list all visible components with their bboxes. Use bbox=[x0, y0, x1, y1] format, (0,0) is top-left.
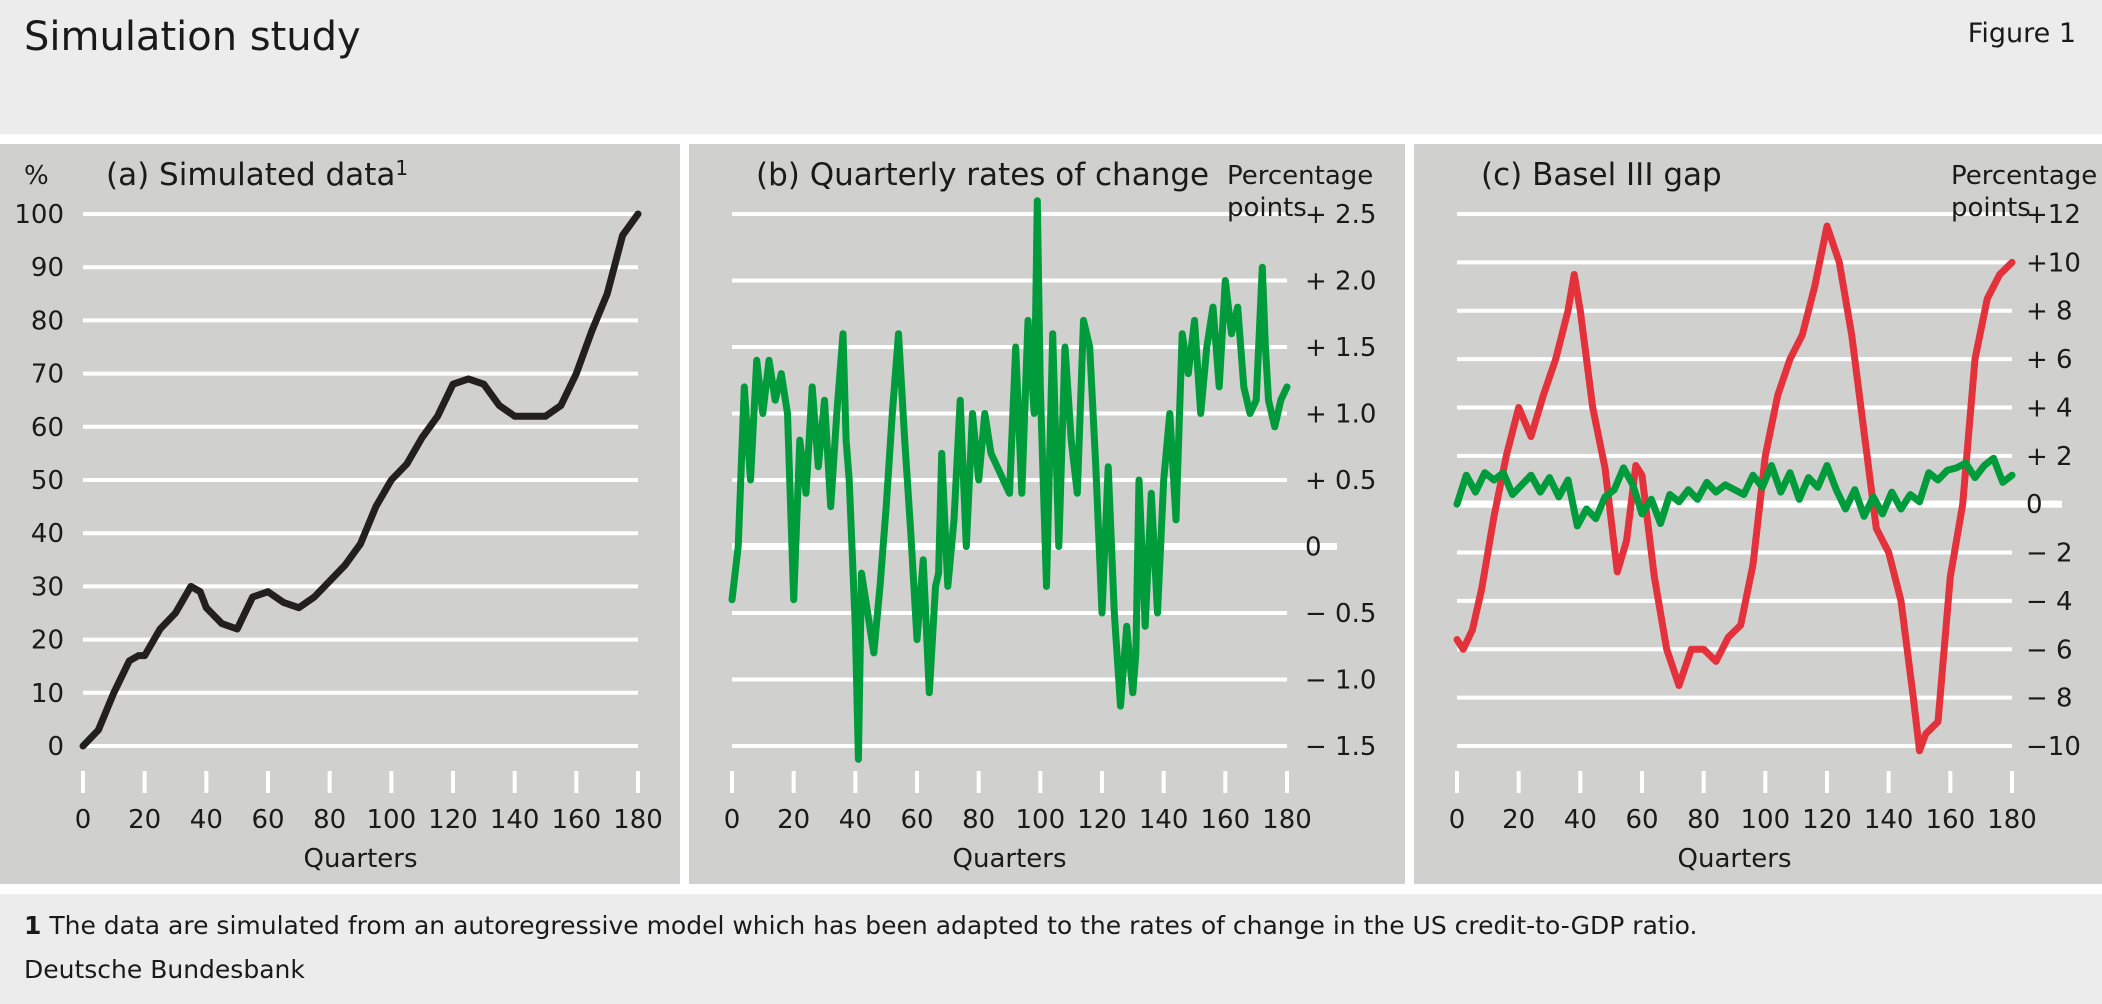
y-tick-label: 30 bbox=[31, 572, 64, 602]
x-tick-label: 0 bbox=[75, 805, 92, 835]
footnote-text: The data are simulated from an autoregre… bbox=[41, 911, 1698, 940]
x-tick-label: 80 bbox=[962, 805, 995, 835]
y-tick-label: 50 bbox=[31, 466, 64, 496]
y-tick-label: 100 bbox=[14, 200, 64, 230]
unit-label-line2: points bbox=[1951, 193, 2031, 223]
figure-number-label: Figure 1 bbox=[1967, 18, 2076, 49]
x-tick-label: 180 bbox=[613, 805, 663, 835]
y-tick-label: 0 bbox=[47, 732, 64, 762]
y-tick-label: − 1.5 bbox=[1305, 732, 1376, 762]
chart-title: (a) Simulated data1 bbox=[106, 156, 408, 193]
x-tick-label: 160 bbox=[1201, 805, 1251, 835]
series-line-1 bbox=[728, 197, 1291, 763]
footnote-number: 1 bbox=[24, 911, 42, 940]
y-tick-label: − 6 bbox=[2026, 635, 2073, 665]
x-tick-label: 160 bbox=[552, 805, 602, 835]
x-tick-label: 120 bbox=[1077, 805, 1127, 835]
y-tick-label: − 1.0 bbox=[1305, 666, 1376, 696]
x-tick-label: 180 bbox=[1987, 805, 2037, 835]
unit-label-line1: Percentage bbox=[1951, 161, 2097, 191]
figure-panels: 0 10 20 30 40 50 60 70 80 90 100 0 20 40 60 80 100 120 140… bbox=[0, 134, 2102, 894]
y-tick-label: 20 bbox=[31, 626, 64, 656]
figure-title: Simulation study bbox=[24, 14, 361, 60]
y-tick-label: + 1.5 bbox=[1305, 333, 1376, 363]
y-tick-label: −10 bbox=[2026, 732, 2081, 762]
y-tick-label: 90 bbox=[31, 253, 64, 283]
y-tick-label: + 8 bbox=[2026, 297, 2073, 327]
chart-title: (c) Basel III gap bbox=[1481, 157, 1722, 193]
y-tick-label: − 2 bbox=[2026, 539, 2073, 569]
x-tick-label: 120 bbox=[428, 805, 478, 835]
y-tick-label: + 0.5 bbox=[1305, 466, 1376, 496]
x-tick-label: 60 bbox=[251, 805, 284, 835]
x-tick-label: 80 bbox=[313, 805, 346, 835]
x-tick-label: 120 bbox=[1802, 805, 1852, 835]
x-axis-label: Quarters bbox=[1678, 844, 1792, 874]
x-tick-label: 40 bbox=[839, 805, 872, 835]
x-tick-label: 0 bbox=[724, 805, 741, 835]
y-tick-label: 40 bbox=[31, 519, 64, 549]
x-tick-label: 40 bbox=[190, 805, 223, 835]
y-tick-label: 70 bbox=[31, 360, 64, 390]
series-line-1 bbox=[79, 210, 642, 750]
x-tick-label: 60 bbox=[1625, 805, 1658, 835]
x-tick-label: 40 bbox=[1564, 805, 1597, 835]
x-tick-label: 80 bbox=[1687, 805, 1720, 835]
x-axis-label: Quarters bbox=[953, 844, 1067, 874]
y-tick-label: + 2 bbox=[2026, 442, 2073, 472]
series-line-2 bbox=[1453, 454, 2016, 530]
y-tick-label: + 2.0 bbox=[1305, 267, 1376, 297]
chart-title: (b) Quarterly rates of change bbox=[756, 157, 1209, 193]
y-tick-label: + 4 bbox=[2026, 393, 2073, 423]
x-tick-label: 140 bbox=[490, 805, 540, 835]
unit-label-line2: points bbox=[1227, 193, 1307, 223]
x-tick-label: 180 bbox=[1262, 805, 1312, 835]
footnote-superscript: 1 bbox=[395, 156, 408, 180]
chart-panel-3: −10 − 8 − 6 − 4 − 2 0 + 2 + 4 + 6 + 8 +10 +12 0 20 40 6… bbox=[1414, 144, 2102, 884]
x-tick-label: 20 bbox=[1502, 805, 1535, 835]
y-tick-label: +12 bbox=[2026, 200, 2081, 230]
x-axis-label: Quarters bbox=[304, 844, 418, 874]
unit-label: % bbox=[24, 161, 49, 191]
series-line-1 bbox=[1453, 222, 2016, 755]
x-tick-label: 160 bbox=[1926, 805, 1976, 835]
chart-panel-2: − 1.5 − 1.0 − 0.5 0 + 0.5 + 1.0 + 1.5 + 2.0 + 2.… bbox=[689, 144, 1405, 884]
y-tick-label: 0 bbox=[2026, 490, 2043, 520]
footnote: 1 The data are simulated from an autoreg… bbox=[24, 911, 1697, 940]
y-tick-label: − 4 bbox=[2026, 587, 2073, 617]
chart-panel-1: 0 10 20 30 40 50 60 70 80 90 100 0 20 40 60 80 100 120 140… bbox=[0, 144, 680, 884]
y-tick-label: 60 bbox=[31, 413, 64, 443]
y-tick-label: − 0.5 bbox=[1305, 599, 1376, 629]
x-tick-label: 140 bbox=[1139, 805, 1189, 835]
y-tick-label: 10 bbox=[31, 679, 64, 709]
x-tick-label: 60 bbox=[900, 805, 933, 835]
y-tick-label: + 6 bbox=[2026, 345, 2073, 375]
x-tick-label: 100 bbox=[1741, 805, 1791, 835]
x-tick-label: 100 bbox=[367, 805, 417, 835]
y-tick-label: − 8 bbox=[2026, 684, 2073, 714]
y-tick-label: + 1.0 bbox=[1305, 400, 1376, 430]
source-label: Deutsche Bundesbank bbox=[24, 955, 305, 984]
unit-label-line1: Percentage bbox=[1227, 161, 1373, 191]
x-tick-label: 0 bbox=[1449, 805, 1466, 835]
x-tick-label: 20 bbox=[128, 805, 161, 835]
x-tick-label: 20 bbox=[777, 805, 810, 835]
y-tick-label: 0 bbox=[1305, 533, 1322, 563]
y-tick-label: 80 bbox=[31, 306, 64, 336]
x-tick-label: 100 bbox=[1016, 805, 1066, 835]
y-tick-label: + 2.5 bbox=[1305, 200, 1376, 230]
x-tick-label: 140 bbox=[1864, 805, 1914, 835]
y-tick-label: +10 bbox=[2026, 248, 2081, 278]
